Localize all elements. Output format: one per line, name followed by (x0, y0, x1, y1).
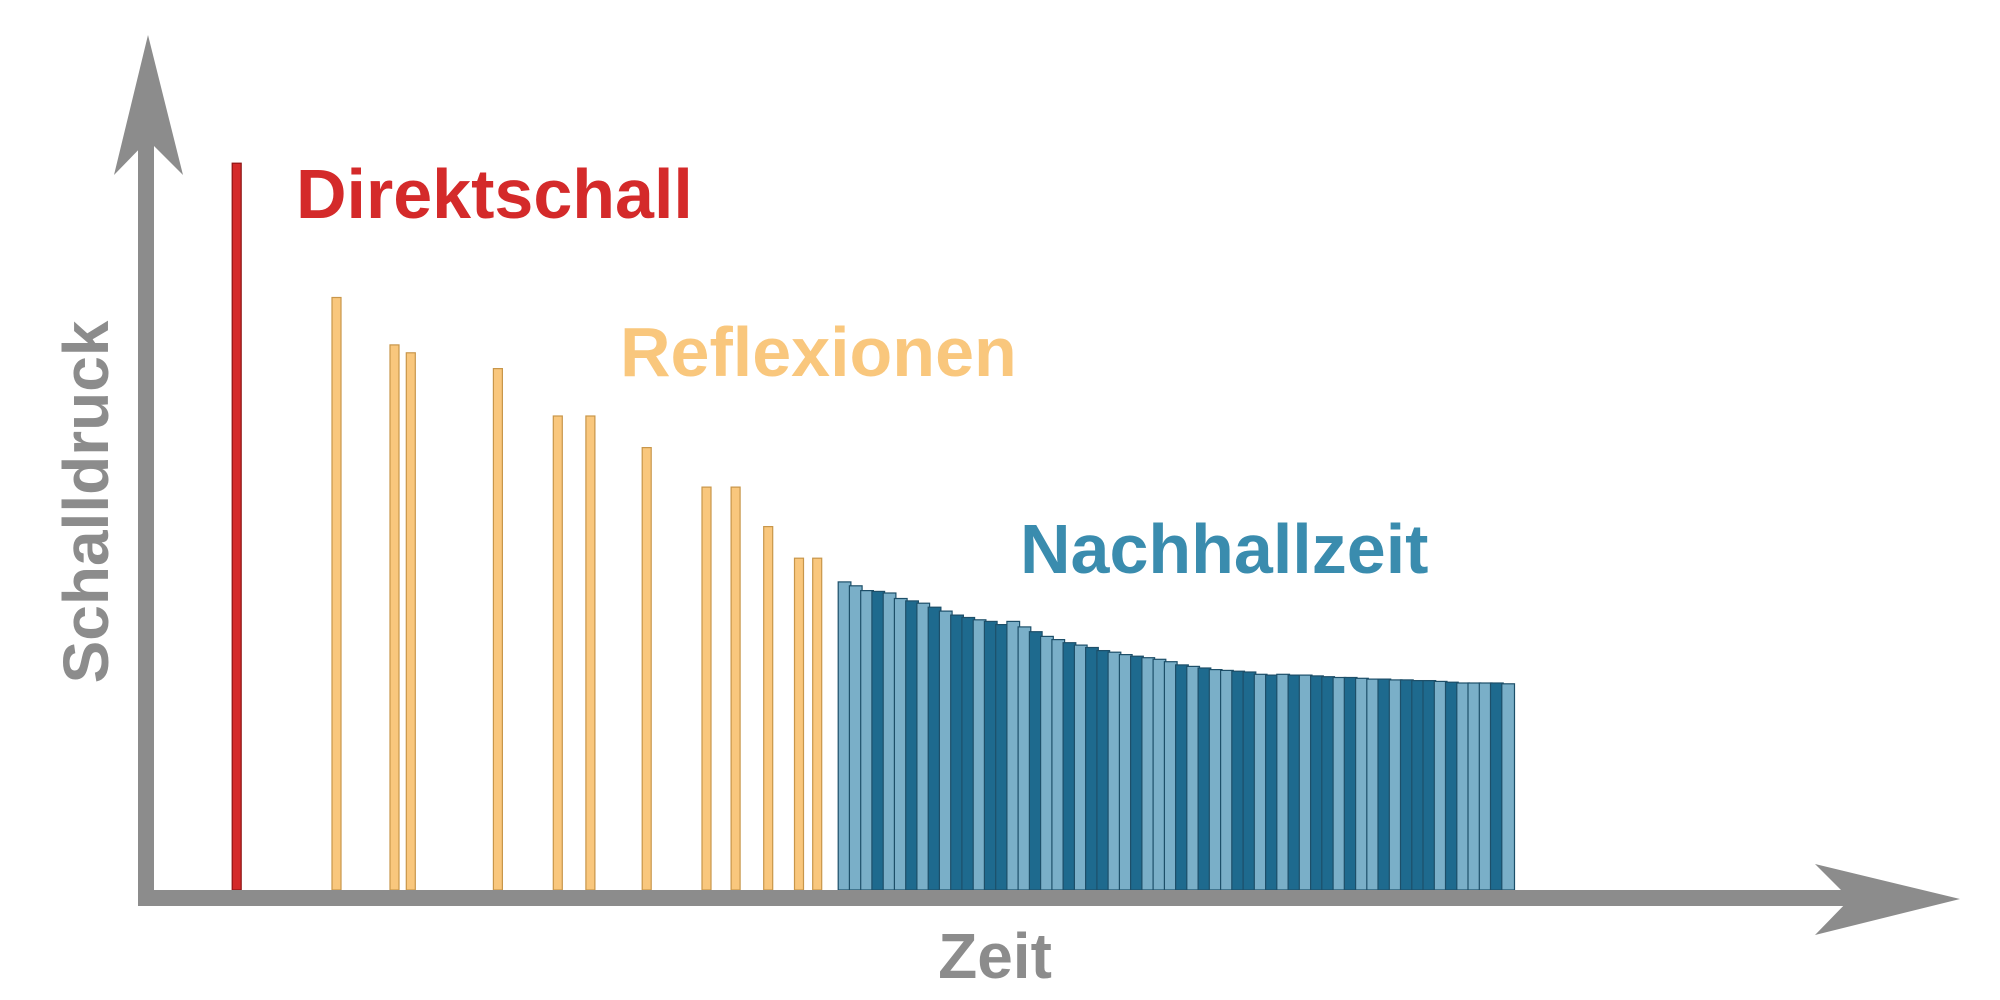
reflection-bar (389, 344, 400, 891)
reflection-bars (331, 296, 823, 891)
reverb-bar (1501, 683, 1516, 891)
x-axis-title: Zeit (938, 920, 1052, 992)
x-axis-arrow (1815, 864, 1960, 935)
y-axis-arrow (114, 35, 183, 175)
series-label-direct: Direktschall (296, 155, 693, 233)
reflection-bar (405, 352, 416, 891)
reflection-bar (585, 415, 596, 891)
direct-sound-bars (231, 162, 242, 891)
reflection-bar (331, 296, 342, 891)
reflection-bar (492, 368, 503, 891)
reflection-bar (641, 447, 652, 891)
axes (114, 35, 1960, 935)
direct-sound-bar (231, 162, 242, 891)
y-axis-title: Schalldruck (50, 320, 122, 683)
reverb-bars (837, 581, 1516, 891)
reflection-bar (812, 557, 823, 891)
reflection-bar (701, 486, 712, 891)
reflection-bar (763, 525, 774, 891)
series-label-reflections: Reflexionen (620, 313, 1017, 391)
reflection-bar (730, 486, 741, 891)
reflection-bar (793, 557, 805, 891)
series-label-reverb: Nachhallzeit (1020, 510, 1428, 588)
reflection-bar (552, 415, 563, 891)
